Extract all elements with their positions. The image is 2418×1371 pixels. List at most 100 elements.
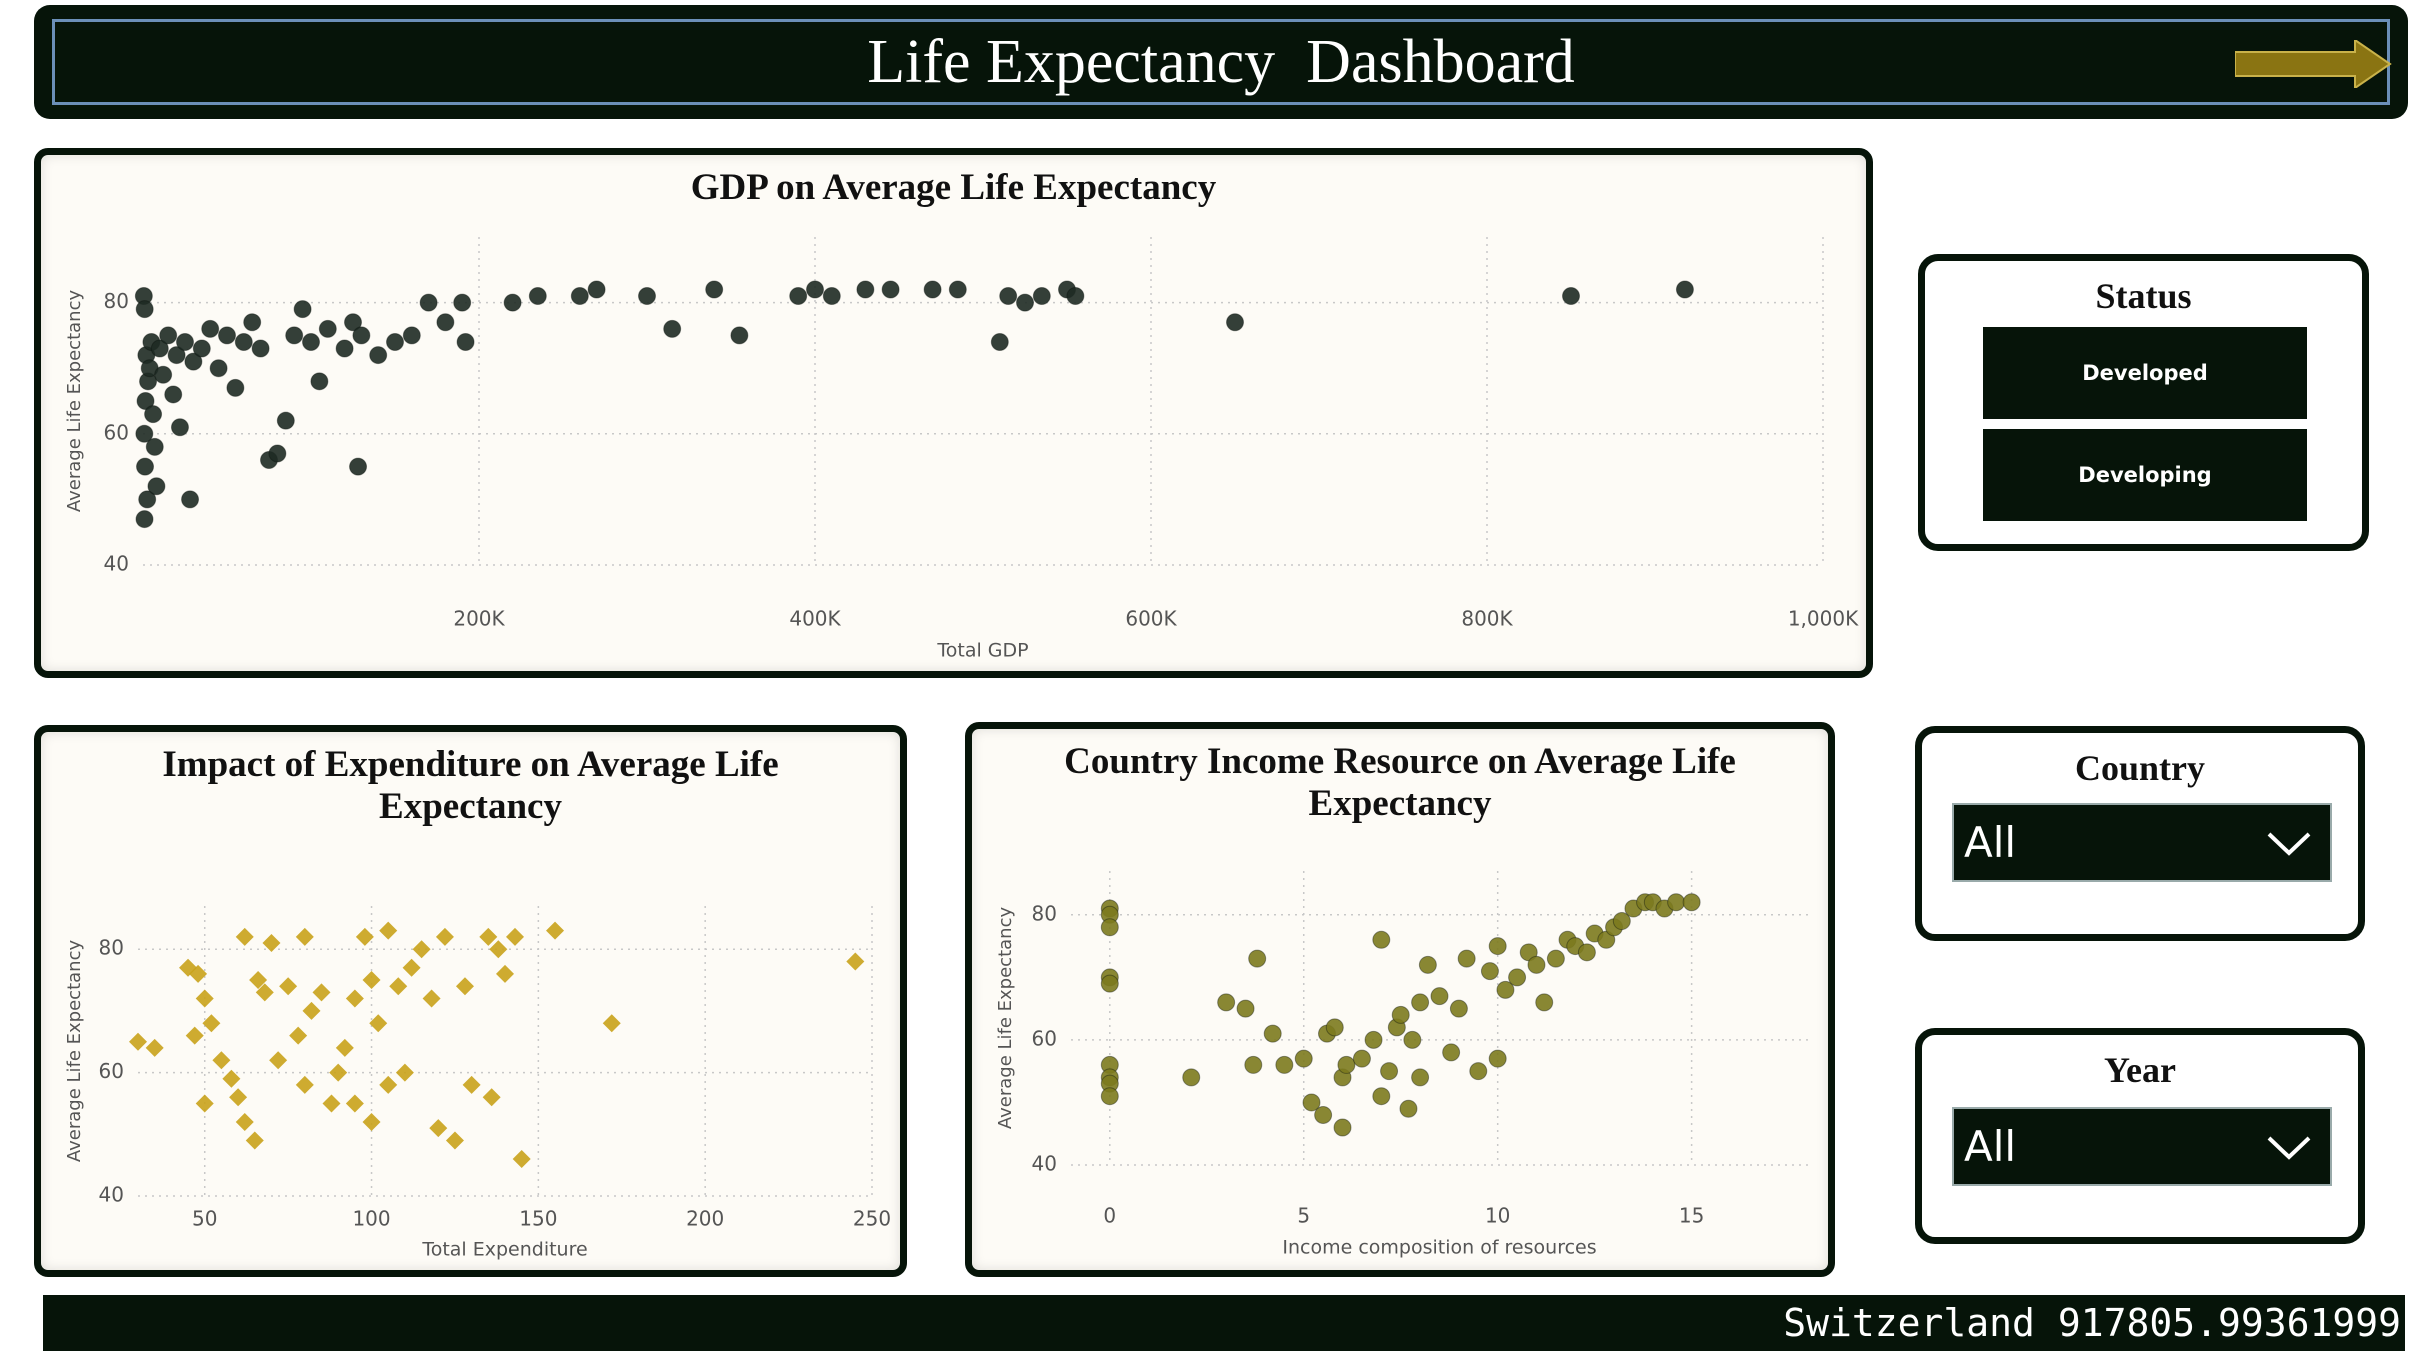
data-point — [1100, 974, 1119, 993]
data-point — [402, 958, 421, 977]
y-tick-label: 80 — [104, 289, 129, 313]
data-point — [570, 287, 589, 306]
data-point — [355, 927, 374, 946]
data-point — [1380, 1062, 1399, 1081]
x-axis-title: Total GDP — [936, 640, 1028, 662]
data-point — [138, 490, 157, 509]
data-point — [1480, 962, 1499, 981]
footer-ticker: Switzerland 917805.99361999 — [43, 1295, 2405, 1351]
data-point — [154, 365, 173, 384]
data-point — [269, 1051, 288, 1070]
x-tick-label: 200 — [686, 1207, 724, 1231]
x-tick-label: 600K — [1125, 607, 1177, 631]
data-point — [1248, 949, 1267, 968]
data-point — [503, 293, 522, 312]
data-point — [496, 964, 514, 983]
data-point — [136, 392, 155, 410]
data-point — [185, 1026, 204, 1045]
x-tick-label: 5 — [1297, 1204, 1310, 1228]
chart: 40 60 80 200K 400K 600K 800K 1,000K Total GDP Ave… — [64, 237, 1859, 662]
dropdown-value[interactable]: All — [1964, 1122, 2017, 1171]
data-point — [1546, 949, 1565, 968]
data-point — [293, 300, 312, 319]
chart-panel: Impact of Expenditure on Average Life Ex… — [34, 725, 907, 1277]
data-point — [1391, 1005, 1410, 1024]
data-point — [135, 510, 154, 529]
data-point — [528, 287, 547, 306]
arrow-shape[interactable] — [2235, 40, 2392, 88]
data-point — [1226, 313, 1244, 332]
data-point — [1430, 987, 1449, 1006]
country-dropdown[interactable]: All — [1952, 803, 2332, 882]
data-point — [1469, 1062, 1488, 1081]
data-point — [302, 1001, 321, 1020]
data-point — [136, 457, 155, 476]
data-point — [164, 385, 183, 404]
data-point — [1442, 1043, 1461, 1062]
data-point — [856, 280, 875, 299]
chart: 40 60 80 50 100 150 200 250 Total Expenditure Ave… — [64, 906, 891, 1261]
x-tick-label: 10 — [1485, 1204, 1510, 1228]
data-point — [412, 940, 431, 959]
data-point — [1016, 293, 1034, 312]
data-point — [245, 1131, 264, 1150]
data-point — [362, 971, 381, 990]
data-point — [587, 280, 606, 299]
data-point — [1399, 1099, 1418, 1118]
chart-panel: GDP on Average Life Expectancy 40 60 80 200… — [34, 148, 1873, 678]
data-point — [1411, 993, 1430, 1012]
y-tick-label: 40 — [99, 1183, 124, 1207]
data-point — [344, 313, 362, 332]
x-tick-label: 0 — [1103, 1204, 1116, 1228]
data-point — [705, 280, 724, 299]
y-tick-label: 60 — [104, 420, 129, 444]
dropdown-chevron[interactable] — [2266, 1135, 2312, 1161]
data-point — [1488, 937, 1507, 956]
data-point — [422, 989, 441, 1008]
data-point — [1302, 1093, 1321, 1112]
data-point — [179, 958, 198, 977]
data-point — [395, 1063, 414, 1082]
data-point — [329, 1063, 348, 1082]
data-point — [345, 1094, 364, 1113]
dropdown-chevron[interactable] — [2266, 831, 2312, 857]
next-arrow[interactable] — [2235, 40, 2395, 88]
data-point — [209, 359, 228, 378]
slicer-title: Year — [2104, 1050, 2176, 1090]
data-point — [453, 293, 472, 312]
data-point — [402, 326, 421, 345]
data-point — [167, 346, 186, 365]
data-point — [135, 424, 154, 443]
data-point — [822, 287, 841, 306]
data-point — [1032, 287, 1051, 306]
x-tick-label: 100 — [352, 1207, 390, 1231]
data-point — [1577, 943, 1596, 962]
data-point — [159, 326, 178, 345]
dropdown-value[interactable]: All — [1964, 818, 2017, 867]
data-point — [345, 989, 364, 1008]
data-point — [1333, 1118, 1352, 1137]
data-point — [362, 1112, 381, 1131]
data-point — [226, 378, 245, 397]
data-point — [1527, 955, 1546, 974]
status-option[interactable]: Developed — [1983, 327, 2307, 419]
chart: 40 60 80 0 5 10 15 Income composition of resour… — [995, 871, 1808, 1259]
data-point — [268, 444, 287, 463]
data-point — [1100, 1087, 1119, 1106]
year-dropdown[interactable]: All — [1952, 1107, 2332, 1186]
y-axis-title: Average Life Expectancy — [64, 940, 85, 1163]
status-option[interactable]: Developing — [1983, 429, 2307, 521]
x-tick-label: 800K — [1461, 607, 1513, 631]
data-point — [389, 977, 408, 996]
data-point — [846, 952, 865, 971]
data-point — [881, 280, 900, 299]
data-point — [1496, 980, 1515, 999]
data-point — [352, 326, 371, 345]
data-point — [1275, 1055, 1294, 1074]
data-point — [234, 332, 253, 351]
data-point — [462, 1075, 481, 1094]
data-point — [789, 287, 808, 306]
data-point — [176, 332, 194, 351]
data-point — [289, 1026, 308, 1045]
data-point — [419, 293, 438, 312]
